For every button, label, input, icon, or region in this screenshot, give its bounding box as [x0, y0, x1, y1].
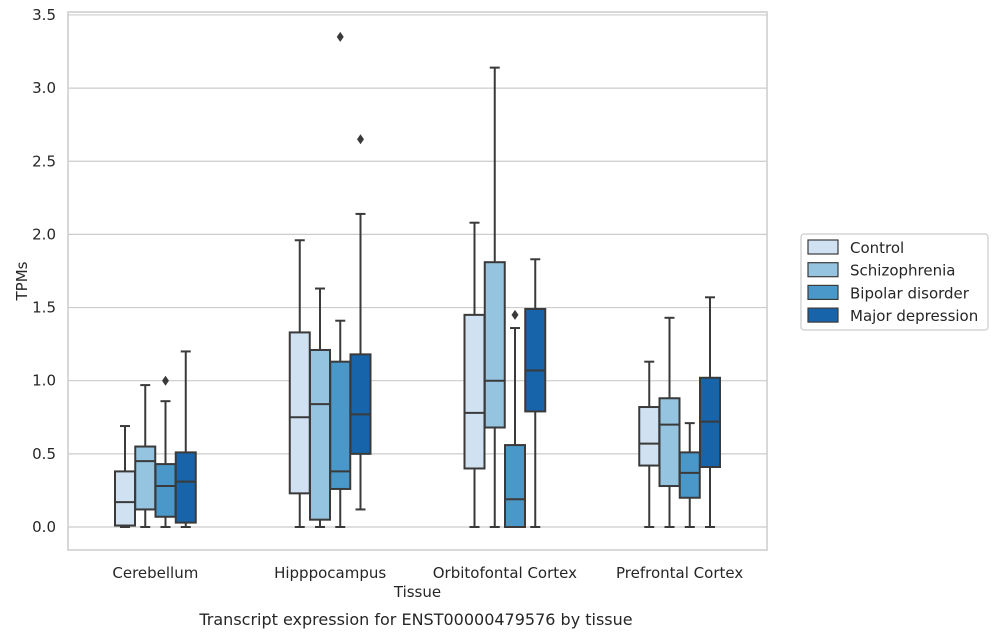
x-tick-label: Cerebellum	[112, 564, 198, 582]
legend-label: Schizophrenia	[850, 262, 955, 280]
y-axis-title: TPMs	[13, 261, 31, 301]
box-iqr	[174, 451, 197, 524]
box-marks	[114, 31, 721, 528]
outlier-point	[162, 375, 169, 386]
box-group	[678, 422, 701, 528]
box-group	[329, 31, 352, 528]
y-axis-ticks: 0.0 0.5 1.0 1.5 2.0 2.5 3.0 3.5	[32, 6, 56, 536]
box-iqr	[329, 360, 352, 490]
legend-frame	[800, 233, 989, 331]
legend-swatch	[807, 307, 839, 323]
x-tick-label: Hipppocampus	[274, 564, 386, 582]
legend-label: Major depression	[850, 307, 978, 325]
box-iqr	[524, 308, 547, 413]
box-iqr	[483, 261, 506, 429]
legend-swatch	[807, 284, 839, 300]
plot-area-frame	[67, 11, 768, 551]
y-tick-label: 0.0	[32, 518, 56, 536]
box-group	[349, 134, 372, 511]
box-iqr	[154, 463, 177, 518]
box-iqr	[638, 406, 661, 467]
box-iqr	[309, 348, 331, 521]
box-group	[638, 360, 661, 528]
box-iqr	[114, 470, 136, 527]
box-group	[174, 350, 197, 528]
legend-swatch	[807, 262, 839, 278]
outlier-point	[357, 134, 364, 145]
box-group	[114, 425, 136, 528]
box-iqr	[349, 353, 372, 455]
y-tick-label: 2.0	[32, 225, 56, 243]
box-group	[134, 384, 157, 528]
box-group	[154, 375, 177, 528]
legend: Control Schizophrenia Bipolar disorder Majo…	[800, 233, 989, 331]
box-iqr	[463, 313, 486, 470]
y-tick-label: 1.0	[32, 372, 56, 390]
outlier-point	[336, 31, 344, 42]
legend-label: Control	[850, 239, 904, 257]
box-group	[463, 221, 486, 528]
box-group	[288, 239, 311, 528]
legend-label: Bipolar disorder	[850, 284, 970, 302]
box-group	[699, 296, 721, 528]
box-group	[658, 316, 681, 528]
box-group	[524, 258, 547, 528]
y-tick-label: 3.5	[32, 6, 56, 24]
y-tick-label: 1.5	[32, 299, 56, 317]
box-iqr	[504, 444, 526, 528]
box-iqr	[288, 331, 311, 495]
box-iqr	[678, 451, 701, 499]
x-axis-ticks: Cerebellum Hipppocampus Orbitofontal Corte…	[112, 564, 743, 582]
x-tick-label: Prefrontal Cortex	[616, 564, 743, 582]
box-group	[504, 309, 526, 528]
y-tick-label: 3.0	[32, 79, 56, 97]
x-tick-label: Orbitofontal Cortex	[433, 564, 577, 582]
box-iqr	[134, 445, 157, 511]
box-group	[309, 287, 331, 528]
box-group	[483, 66, 506, 528]
chart-caption: Transcript expression for ENST0000047957…	[198, 610, 632, 629]
legend-swatch	[807, 239, 839, 255]
y-tick-label: 0.5	[32, 445, 56, 463]
outlier-point	[511, 309, 519, 320]
y-tick-label: 2.5	[32, 152, 56, 170]
x-axis-title: Tissue	[393, 583, 441, 601]
box-iqr	[658, 397, 681, 488]
